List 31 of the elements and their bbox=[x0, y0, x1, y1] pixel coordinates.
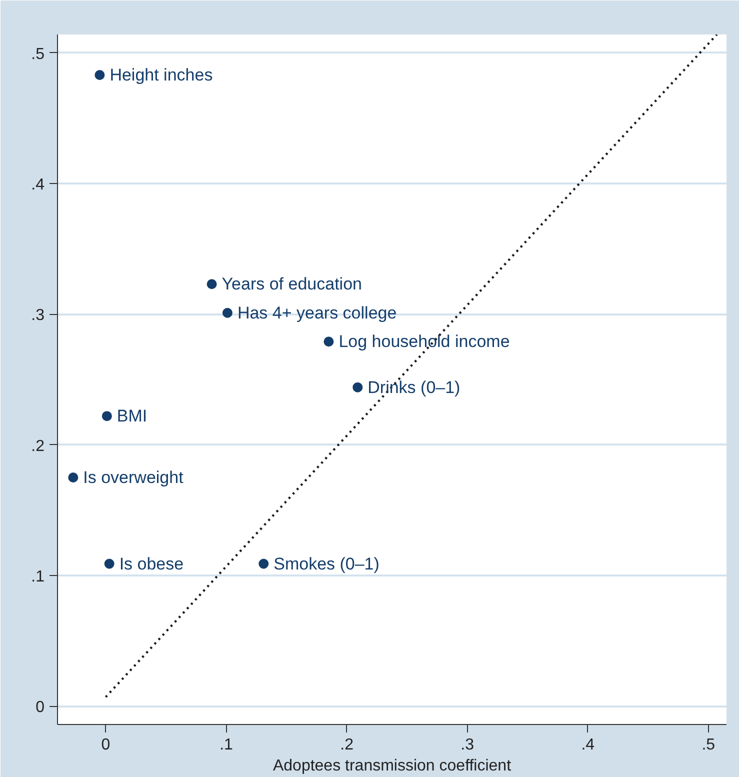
annotation: Years of education bbox=[222, 274, 362, 294]
point bbox=[324, 336, 334, 347]
annotation: Is overweight bbox=[83, 468, 184, 488]
y-tick-label: .3 bbox=[31, 307, 45, 324]
point bbox=[104, 558, 114, 569]
x-tick-label: .2 bbox=[340, 736, 354, 754]
y-tick-label: 0 bbox=[36, 699, 45, 716]
x-tick-label: .4 bbox=[581, 736, 595, 754]
y-tick-label: .5 bbox=[31, 46, 45, 63]
annotation: Drinks (0–1) bbox=[368, 378, 460, 397]
annotation: Log household income bbox=[338, 332, 510, 352]
annotation: BMI bbox=[116, 406, 148, 426]
annotation: Smokes (0–1) bbox=[274, 554, 380, 574]
point bbox=[94, 70, 105, 80]
x-axis-title: Adoptees transmission coefficient bbox=[272, 758, 512, 774]
y-tick-label: .4 bbox=[31, 176, 45, 194]
point bbox=[352, 382, 363, 392]
point bbox=[222, 308, 232, 318]
x-tick-label: .3 bbox=[460, 736, 474, 754]
point bbox=[258, 558, 269, 569]
point bbox=[102, 411, 112, 422]
annotation: Is obese bbox=[119, 554, 184, 574]
point bbox=[68, 472, 78, 482]
annotation: Has 4+ years college bbox=[237, 303, 397, 322]
annotation: Height inches bbox=[110, 66, 213, 85]
x-tick-label: .1 bbox=[220, 736, 234, 754]
y-tick-label: .1 bbox=[31, 568, 45, 586]
y-tick-label: .2 bbox=[31, 438, 45, 455]
x-tick-label: .5 bbox=[702, 736, 716, 754]
x-tick-label: 0 bbox=[101, 736, 110, 754]
point bbox=[206, 279, 217, 290]
